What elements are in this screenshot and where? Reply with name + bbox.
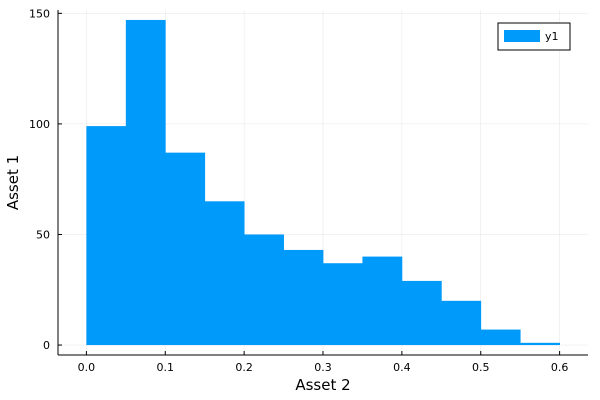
legend: y1 (497, 22, 571, 51)
x-axis-ticks: 0.0 0.1 0.2 0.3 0.4 0.5 0.6 (78, 351, 569, 374)
x-tick-label-4: 0.4 (393, 361, 411, 374)
y-tick-label-0: 0 (43, 339, 50, 352)
histogram-bar-4 (244, 234, 284, 346)
y-tick-label-1: 50 (36, 228, 50, 241)
histogram-bar-10 (480, 329, 521, 346)
histogram-bar-6 (323, 263, 363, 346)
legend-swatch (504, 30, 540, 42)
histogram-bar-5 (283, 249, 324, 346)
histogram-bar-0 (86, 126, 127, 346)
histogram-bar-2 (165, 152, 206, 346)
x-tick-label-5: 0.5 (472, 361, 490, 374)
y-axis-ticks: 0 50 100 150 (29, 7, 62, 352)
histogram-bar-7 (362, 256, 403, 346)
y-axis-label: Asset 1 (4, 155, 22, 210)
x-tick-label-1: 0.1 (157, 361, 175, 374)
histogram-bar-8 (401, 280, 442, 346)
x-axis-label: Asset 2 (295, 376, 350, 394)
x-tick-label-0: 0.0 (78, 361, 96, 374)
histogram-bar-1 (125, 19, 166, 346)
x-tick-label-2: 0.2 (235, 361, 253, 374)
y-tick-label-3: 150 (29, 7, 50, 20)
x-tick-label-6: 0.6 (551, 361, 569, 374)
x-tick-label-3: 0.3 (314, 361, 332, 374)
histogram-bar-11 (520, 342, 561, 346)
histogram-bars (86, 19, 561, 346)
legend-label-y1: y1 (545, 30, 559, 43)
histogram-bar-9 (441, 300, 482, 346)
y-tick-label-2: 100 (29, 118, 50, 131)
histogram-bar-3 (204, 201, 245, 346)
